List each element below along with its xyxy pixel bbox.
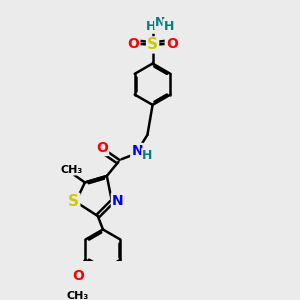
Text: S: S — [147, 38, 158, 52]
Text: H: H — [142, 149, 153, 162]
Text: CH₃: CH₃ — [67, 291, 89, 300]
Text: N: N — [131, 144, 143, 158]
Text: N: N — [155, 16, 166, 29]
Text: O: O — [128, 37, 140, 51]
Text: O: O — [166, 37, 178, 51]
Text: N: N — [112, 194, 124, 208]
Text: CH₃: CH₃ — [60, 164, 82, 175]
Text: S: S — [68, 194, 79, 209]
Text: O: O — [96, 141, 108, 155]
Text: H: H — [146, 20, 157, 33]
Text: H: H — [164, 20, 174, 33]
Text: O: O — [72, 269, 84, 283]
